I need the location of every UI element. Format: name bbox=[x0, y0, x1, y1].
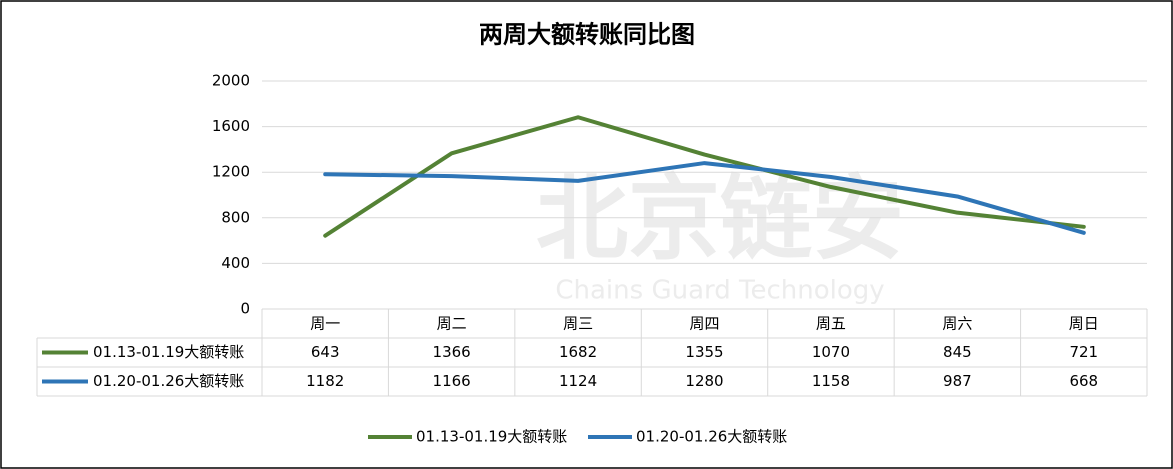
x-tick-label: 周二 bbox=[437, 315, 467, 333]
x-tick-label: 周日 bbox=[1069, 315, 1099, 333]
table-value: 1355 bbox=[685, 343, 723, 361]
x-tick-label: 周一 bbox=[310, 315, 340, 333]
y-tick-label: 2000 bbox=[212, 72, 250, 90]
table-value: 1158 bbox=[812, 372, 850, 390]
table-value: 1182 bbox=[306, 372, 344, 390]
series-line bbox=[323, 161, 1086, 235]
table-value: 721 bbox=[1069, 343, 1098, 361]
table-value: 1366 bbox=[433, 343, 471, 361]
chart-title: 两周大额转账同比图 bbox=[479, 20, 695, 49]
table-value: 1280 bbox=[685, 372, 723, 390]
table-value: 668 bbox=[1069, 372, 1098, 390]
y-tick-label: 400 bbox=[221, 254, 250, 272]
x-tick-label: 周五 bbox=[816, 315, 846, 333]
table-value: 1124 bbox=[559, 372, 597, 390]
table-series-name: 01.13-01.19大额转账 bbox=[93, 343, 244, 361]
table-value: 845 bbox=[943, 343, 972, 361]
x-tick-label: 周四 bbox=[689, 315, 719, 333]
watermark: 北京链安 bbox=[536, 165, 904, 272]
y-tick-label: 800 bbox=[221, 208, 250, 226]
legend-label: 01.20-01.26大额转账 bbox=[636, 428, 787, 446]
series-line bbox=[323, 115, 1086, 238]
table-value: 987 bbox=[943, 372, 972, 390]
table-value: 643 bbox=[311, 343, 340, 361]
table-value: 1682 bbox=[559, 343, 597, 361]
table-value: 1166 bbox=[433, 372, 471, 390]
y-tick-label: 1600 bbox=[212, 117, 250, 135]
table-value: 1070 bbox=[812, 343, 850, 361]
table-series-name: 01.20-01.26大额转账 bbox=[93, 372, 244, 390]
y-tick-label: 0 bbox=[240, 300, 250, 318]
x-tick-label: 周六 bbox=[942, 315, 972, 333]
watermark: Chains Guard Technology bbox=[555, 276, 884, 306]
x-tick-label: 周三 bbox=[563, 315, 593, 333]
legend-label: 01.13-01.19大额转账 bbox=[416, 428, 567, 446]
y-tick-label: 1200 bbox=[212, 163, 250, 181]
